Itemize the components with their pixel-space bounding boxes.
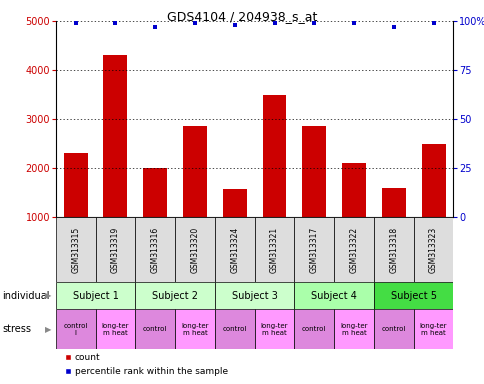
Text: control: control xyxy=(381,326,405,332)
Bar xyxy=(302,126,326,217)
Bar xyxy=(421,144,445,217)
Bar xyxy=(254,309,294,349)
Text: GSM313318: GSM313318 xyxy=(389,227,397,273)
Text: ▶: ▶ xyxy=(45,325,52,334)
Bar xyxy=(373,217,413,282)
Bar xyxy=(95,309,135,349)
Text: GSM313321: GSM313321 xyxy=(270,227,278,273)
Bar xyxy=(63,153,88,217)
Bar xyxy=(413,217,453,282)
Text: Subject 3: Subject 3 xyxy=(231,291,277,301)
Bar xyxy=(373,282,453,309)
Text: GSM313319: GSM313319 xyxy=(111,227,120,273)
Text: control: control xyxy=(222,326,246,332)
Legend: count, percentile rank within the sample: count, percentile rank within the sample xyxy=(60,350,231,379)
Bar xyxy=(103,55,127,217)
Bar xyxy=(222,189,246,217)
Text: long-ter
m heat: long-ter m heat xyxy=(260,323,287,336)
Bar xyxy=(182,126,207,217)
Text: stress: stress xyxy=(2,324,31,334)
Text: long-ter
m heat: long-ter m heat xyxy=(102,323,129,336)
Text: individual: individual xyxy=(2,291,50,301)
Text: long-ter
m heat: long-ter m heat xyxy=(340,323,367,336)
Bar xyxy=(135,282,214,309)
Bar xyxy=(214,282,294,309)
Bar xyxy=(175,217,214,282)
Bar xyxy=(214,309,254,349)
Bar xyxy=(56,309,95,349)
Bar xyxy=(214,217,254,282)
Text: GSM313320: GSM313320 xyxy=(190,227,199,273)
Text: GSM313317: GSM313317 xyxy=(309,227,318,273)
Text: long-ter
m heat: long-ter m heat xyxy=(419,323,446,336)
Text: Subject 5: Subject 5 xyxy=(390,291,436,301)
Bar xyxy=(333,217,373,282)
Text: GDS4104 / 204938_s_at: GDS4104 / 204938_s_at xyxy=(167,10,317,23)
Text: Subject 1: Subject 1 xyxy=(73,291,118,301)
Bar xyxy=(413,309,453,349)
Bar xyxy=(333,309,373,349)
Text: long-ter
m heat: long-ter m heat xyxy=(181,323,208,336)
Bar xyxy=(341,163,365,217)
Bar xyxy=(56,217,95,282)
Bar xyxy=(381,188,405,217)
Bar xyxy=(294,309,333,349)
Text: GSM313315: GSM313315 xyxy=(71,227,80,273)
Bar xyxy=(294,217,333,282)
Bar xyxy=(56,282,135,309)
Text: control: control xyxy=(302,326,326,332)
Text: GSM313322: GSM313322 xyxy=(349,227,358,273)
Bar xyxy=(294,282,373,309)
Bar xyxy=(254,217,294,282)
Text: ▶: ▶ xyxy=(45,291,52,300)
Bar xyxy=(135,309,175,349)
Bar xyxy=(95,217,135,282)
Bar xyxy=(373,309,413,349)
Text: GSM313323: GSM313323 xyxy=(428,227,437,273)
Bar xyxy=(175,309,214,349)
Text: GSM313324: GSM313324 xyxy=(230,227,239,273)
Text: control: control xyxy=(143,326,167,332)
Bar xyxy=(143,168,167,217)
Bar xyxy=(262,94,286,217)
Text: GSM313316: GSM313316 xyxy=(151,227,159,273)
Bar xyxy=(135,217,175,282)
Text: control
l: control l xyxy=(63,323,88,336)
Text: Subject 4: Subject 4 xyxy=(311,291,356,301)
Text: Subject 2: Subject 2 xyxy=(152,291,197,301)
